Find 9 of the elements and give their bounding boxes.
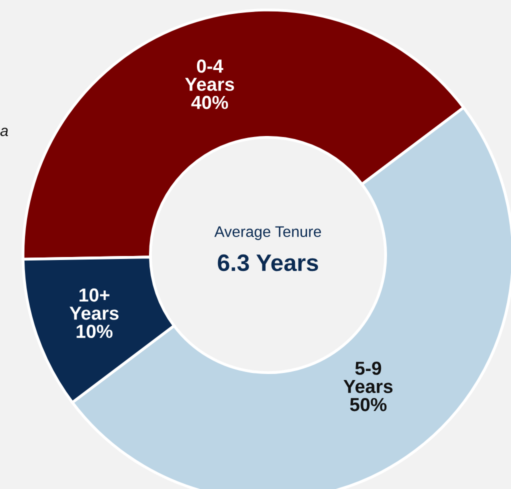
data-label: 10% [76, 324, 113, 338]
slice-label: 5-9 Years [344, 362, 393, 394]
text: a [0, 128, 8, 136]
text: Average Tenure [214, 226, 321, 240]
data-label: 50% [350, 398, 387, 412]
data-label: 40% [191, 96, 228, 110]
text: 6.3 Years [218, 254, 318, 272]
slice-label: 0-4 Years [185, 59, 234, 91]
slice-label: 10+ Years [70, 288, 119, 320]
